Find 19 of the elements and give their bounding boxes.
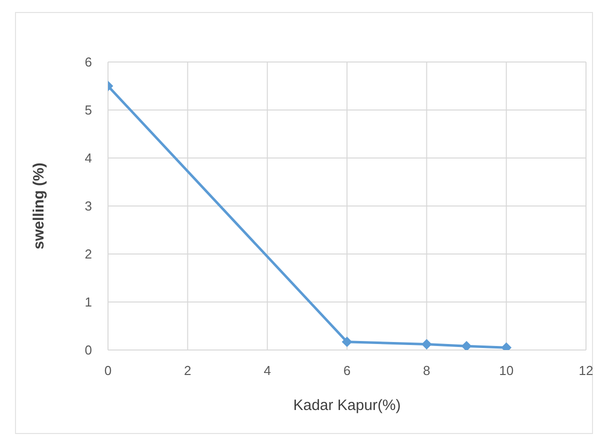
x-tick-label: 4 — [264, 363, 271, 378]
x-tick-label: 2 — [184, 363, 192, 378]
y-tick-label: 4 — [84, 150, 92, 166]
point — [462, 341, 472, 350]
y-axis-title: swelling (%) — [30, 162, 48, 250]
x-tick-label: 10 — [499, 363, 514, 378]
point — [422, 339, 432, 350]
x-tick-label: 12 — [578, 363, 594, 378]
x-tick-label: 0 — [104, 363, 112, 378]
x-tick-label: 6 — [343, 363, 351, 378]
y-tick-label: 1 — [84, 294, 92, 310]
point — [342, 336, 352, 347]
y-tick-label: 0 — [84, 342, 92, 358]
y-tick-label: 6 — [84, 54, 92, 70]
y-tick-label: 5 — [84, 102, 92, 118]
y-tick-label: 3 — [84, 198, 92, 214]
y-tick-label: 2 — [84, 246, 92, 262]
x-axis-title: Kadar Kapur(%) — [293, 397, 401, 414]
x-tick-label: 8 — [423, 363, 430, 378]
